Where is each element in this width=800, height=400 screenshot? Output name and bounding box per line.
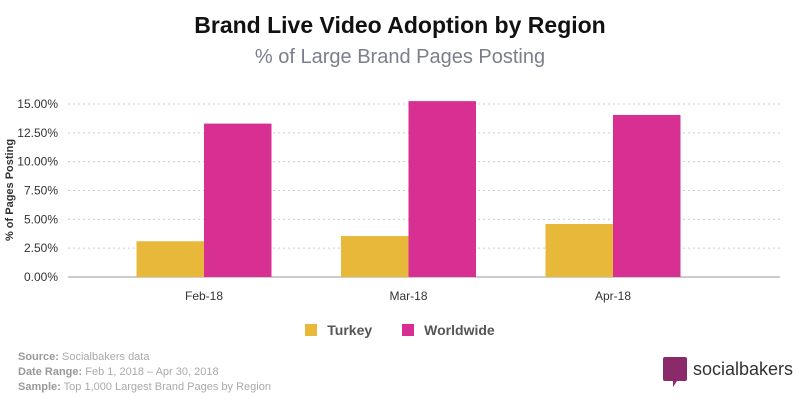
chart-title: Brand Live Video Adoption by Region bbox=[194, 12, 606, 38]
y-tick-label: 5.00% bbox=[24, 212, 58, 226]
x-tick-label: Apr-18 bbox=[595, 289, 631, 303]
bar-worldwide-mar-18 bbox=[408, 101, 476, 277]
chart-subtitle: % of Large Brand Pages Posting bbox=[254, 46, 546, 68]
footer-notes: Source: Socialbakers data Date Range: Fe… bbox=[18, 350, 271, 395]
source-label: Source: bbox=[18, 351, 59, 363]
y-tick-label: 0.00% bbox=[24, 270, 58, 284]
bar-worldwide-apr-18 bbox=[613, 114, 681, 277]
source-value: Socialbakers data bbox=[62, 351, 150, 363]
legend-item-worldwide: Worldwide bbox=[402, 322, 495, 338]
bar-turkey-feb-18 bbox=[136, 241, 204, 277]
legend-swatch bbox=[305, 324, 318, 336]
legend-swatch bbox=[402, 324, 415, 336]
bar-chart: 0.00% 2.50% 5.00% 7.50% 10.00% 12.50% 15.00% % … bbox=[4, 97, 780, 303]
y-tick-label: 2.50% bbox=[24, 241, 58, 255]
x-tick-label: Mar-18 bbox=[389, 289, 427, 303]
date-label: Date Range: bbox=[18, 366, 83, 378]
legend-label: Turkey bbox=[327, 322, 373, 338]
y-axis-label: % of Pages Posting bbox=[4, 139, 16, 241]
x-tick-label: Feb-18 bbox=[185, 289, 223, 303]
legend: Turkey Worldwide bbox=[0, 322, 800, 338]
sample-value: Top 1,000 Largest Brand Pages by Region bbox=[63, 381, 271, 393]
bar-worldwide-feb-18 bbox=[204, 123, 272, 278]
legend-label: Worldwide bbox=[424, 322, 495, 338]
socialbakers-logo: socialbakers bbox=[663, 357, 794, 387]
bar-turkey-apr-18 bbox=[545, 223, 613, 277]
chef-hat-icon bbox=[663, 357, 687, 387]
date-value: Feb 1, 2018 – Apr 30, 2018 bbox=[85, 366, 219, 378]
y-tick-label: 10.00% bbox=[17, 155, 58, 169]
y-tick-label: 15.00% bbox=[17, 97, 58, 111]
legend-item-turkey: Turkey bbox=[305, 322, 372, 338]
logo-text: socialbakers bbox=[693, 358, 794, 379]
y-tick-label: 12.50% bbox=[17, 126, 58, 140]
sample-label: Sample: bbox=[18, 381, 61, 393]
y-tick-label: 7.50% bbox=[24, 184, 58, 198]
bar-turkey-mar-18 bbox=[341, 236, 409, 277]
